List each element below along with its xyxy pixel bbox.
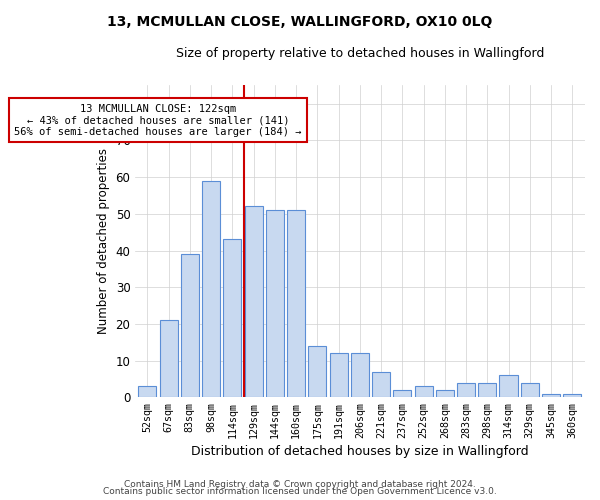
Bar [563,394,581,398]
Title: Size of property relative to detached houses in Wallingford: Size of property relative to detached ho… [176,48,544,60]
Bar [436,390,454,398]
Bar [160,320,178,398]
Bar [139,386,157,398]
Bar [223,240,241,398]
Bar [329,354,347,398]
Bar [287,210,305,398]
Bar [372,372,390,398]
Bar [415,386,433,398]
Bar [308,346,326,398]
Bar [521,382,539,398]
Bar [393,390,412,398]
Y-axis label: Number of detached properties: Number of detached properties [97,148,110,334]
Text: 13 MCMULLAN CLOSE: 122sqm
← 43% of detached houses are smaller (141)
56% of semi: 13 MCMULLAN CLOSE: 122sqm ← 43% of detac… [14,104,302,137]
Bar [245,206,263,398]
Bar [181,254,199,398]
Bar [542,394,560,398]
Text: 13, MCMULLAN CLOSE, WALLINGFORD, OX10 0LQ: 13, MCMULLAN CLOSE, WALLINGFORD, OX10 0L… [107,15,493,29]
Text: Contains public sector information licensed under the Open Government Licence v3: Contains public sector information licen… [103,487,497,496]
Text: Contains HM Land Registry data © Crown copyright and database right 2024.: Contains HM Land Registry data © Crown c… [124,480,476,489]
Bar [457,382,475,398]
Bar [499,376,518,398]
Bar [202,180,220,398]
Bar [266,210,284,398]
Bar [478,382,496,398]
X-axis label: Distribution of detached houses by size in Wallingford: Distribution of detached houses by size … [191,444,529,458]
Bar [351,354,369,398]
